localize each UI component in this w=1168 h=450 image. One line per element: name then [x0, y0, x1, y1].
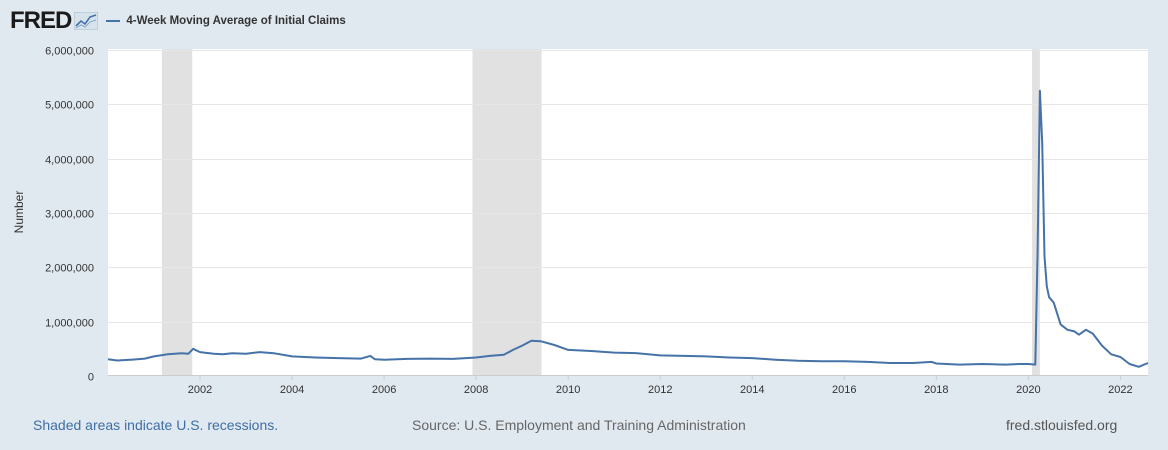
y-tick-label: 3,000,000	[45, 209, 94, 221]
source-note[interactable]: Source: U.S. Employment and Training Adm…	[412, 417, 746, 433]
legend-label: 4-Week Moving Average of Initial Claims	[126, 15, 346, 27]
x-tick-label: 2012	[648, 384, 672, 396]
y-axis-ticks: 0 1,000,000 2,000,000 3,000,000 4,000,000 5,0…	[45, 46, 94, 384]
y-tick-label: 5,000,000	[45, 100, 94, 112]
chart-line-icon	[74, 12, 99, 30]
y-tick-label: 4,000,000	[45, 155, 94, 167]
recession-shading	[161, 49, 1040, 376]
x-tick-label: 2006	[372, 384, 396, 396]
chart-legend[interactable]: 4-Week Moving Average of Initial Claims	[106, 15, 346, 27]
plot-area	[108, 49, 1148, 375]
x-tick-label: 2018	[924, 384, 948, 396]
y-axis-label: Number	[12, 191, 26, 234]
y-tick-label: 0	[88, 372, 94, 384]
legend-swatch	[106, 20, 121, 22]
x-tick-label: 2002	[188, 384, 212, 396]
x-tick-label: 2014	[740, 384, 764, 396]
x-tick-label: 2004	[280, 384, 304, 396]
recession-band	[161, 49, 193, 376]
recession-note[interactable]: Shaded areas indicate U.S. recessions.	[33, 417, 279, 433]
recession-band	[472, 49, 542, 376]
x-tick-label: 2010	[556, 384, 580, 396]
x-axis-ticks: 2002 2004 2006 2008 2010 2012 2014 2016 2018 2020…	[188, 376, 1133, 396]
recession-band	[1032, 49, 1040, 376]
series-layer	[107, 89, 1149, 368]
x-tick-label: 2008	[464, 384, 488, 396]
fred-logo[interactable]: FRED	[10, 7, 72, 34]
y-tick-label: 6,000,000	[45, 46, 94, 58]
y-tick-label: 1,000,000	[45, 318, 94, 330]
site-link[interactable]: fred.stlouisfed.org	[1006, 417, 1118, 433]
x-tick-label: 2020	[1016, 384, 1040, 396]
y-tick-label: 2,000,000	[45, 263, 94, 275]
series-line	[107, 89, 1149, 368]
x-tick-label: 2022	[1108, 384, 1132, 396]
chart-header: FRED 4-Week Moving Average of Initial Cl…	[10, 7, 346, 34]
x-tick-label: 2016	[832, 384, 856, 396]
grid-lines	[108, 50, 1148, 323]
